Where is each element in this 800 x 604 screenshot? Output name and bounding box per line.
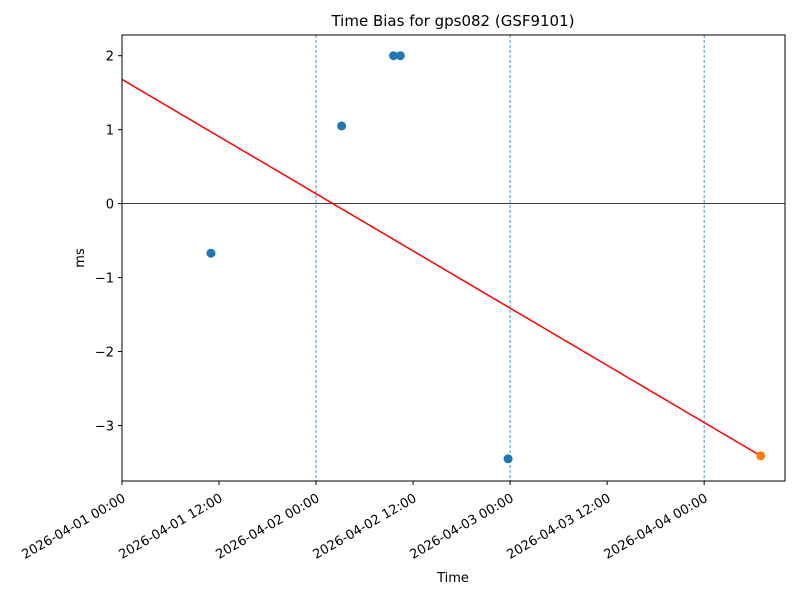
x-tick-label: 2026-04-02 12:00 [311, 491, 420, 563]
x-tick-label: 2026-04-03 00:00 [408, 491, 517, 563]
data-point [756, 451, 766, 461]
x-axis-title: Time [436, 571, 469, 586]
y-tick-label: 0 [106, 198, 114, 213]
y-tick-label: −2 [95, 346, 114, 361]
y-tick-label: −1 [95, 272, 114, 287]
data-point [389, 51, 399, 61]
trend-line [121, 78, 762, 457]
plot-frame [121, 34, 786, 482]
x-tick-label: 2026-04-02 00:00 [213, 491, 322, 563]
y-tick-label: −3 [95, 420, 114, 435]
y-axis-title: ms [73, 248, 88, 268]
y-tick-label: 2 [106, 50, 114, 65]
x-tick-label: 2026-04-01 00:00 [19, 491, 128, 563]
data-point [337, 121, 347, 131]
x-tick-label: 2026-04-01 12:00 [116, 491, 225, 563]
y-tick-label: 1 [106, 124, 114, 139]
x-tick-label: 2026-04-04 00:00 [602, 491, 711, 563]
data-point [206, 248, 216, 258]
chart-title: Time Bias for gps082 (GSF9101) [330, 12, 574, 30]
data-point [395, 51, 405, 61]
x-tick-label: 2026-04-03 12:00 [505, 491, 614, 563]
data-point [503, 454, 513, 464]
